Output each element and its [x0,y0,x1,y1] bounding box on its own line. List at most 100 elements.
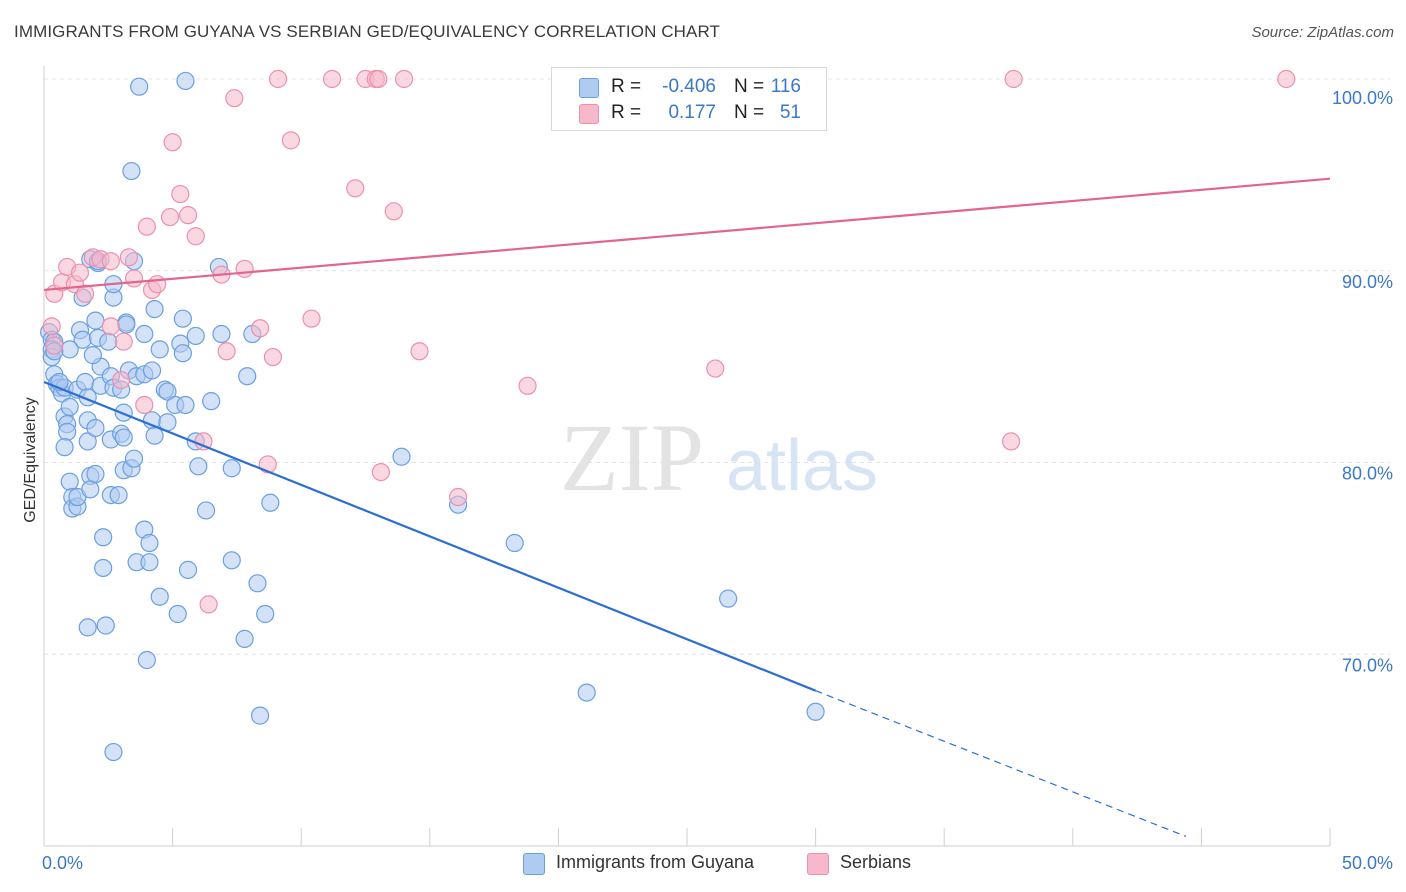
legend-row-serbians: R = 0.177 N = 51 [552,100,826,128]
y-tick-label: 100.0% [1332,88,1393,108]
data-point [238,367,257,386]
data-point [261,493,280,512]
data-point [101,252,120,271]
data-point [178,560,198,579]
data-point [346,179,365,198]
data-point [114,403,133,422]
data-point [281,131,301,150]
data-point [101,317,120,336]
data-point [140,553,159,572]
legend-row-guyana: R = -0.406 N = 116 [552,74,826,102]
series-serbians-points [42,69,1296,614]
data-point [369,69,388,89]
data-point [137,217,156,236]
data-point [94,528,113,547]
data-point [117,315,136,334]
data-point [518,376,537,395]
x-tick-label-min: 0.0% [42,853,83,873]
data-point [78,432,97,451]
data-point [302,309,321,328]
data-point [248,574,267,593]
data-point [268,69,288,89]
legend-n-value: 116 [770,76,801,97]
data-point [392,447,411,466]
trend-line-guyana [43,380,817,692]
data-point [448,487,468,507]
data-point [124,449,144,468]
data-point [222,551,241,570]
data-point [410,342,429,361]
data-point [371,462,391,482]
data-point [1001,432,1021,451]
data-point [235,259,254,278]
bottom-legend-label-guyana: Immigrants from Guyana [556,852,755,872]
data-point [114,332,133,351]
data-points [40,69,1296,762]
data-point [186,326,205,346]
data-point [135,395,154,415]
data-point [225,89,244,108]
trend-lines [43,177,1331,837]
data-point [137,650,156,670]
bottom-legend-label-serbians: Serbians [840,852,912,872]
data-point [55,438,74,457]
y-tick-label: 90.0% [1342,272,1393,292]
data-point [60,472,79,491]
data-point [60,397,79,416]
data-point [160,207,180,227]
data-point [150,587,169,606]
bottom-legend-swatch-serbians [807,853,829,875]
data-point [176,71,195,91]
data-point [256,604,275,624]
data-point [176,395,195,415]
legend-swatch-guyana [579,78,599,98]
data-point [394,69,414,89]
axis-labels: 70.0% 80.0% 90.0% 100.0% 0.0% 50.0% GED/Equiva… [22,88,1393,873]
data-point [99,332,118,351]
data-point [217,342,236,361]
trend-line-extension [815,690,1187,837]
data-point [263,347,283,367]
data-point [60,340,79,359]
data-point [109,485,128,505]
data-point [322,69,342,89]
data-point [505,533,524,553]
data-point [96,616,115,635]
data-point [104,742,123,762]
data-point [719,589,738,608]
data-point [78,618,97,637]
legend-r-value: 0.177 [668,102,716,123]
data-point [148,275,167,294]
data-point [86,311,105,330]
data-point [1004,69,1023,89]
data-point [145,300,164,319]
data-point [83,346,102,365]
data-point [384,202,403,221]
watermark-zip: ZIP [560,404,704,511]
x-tick-label-max: 50.0% [1342,853,1393,873]
data-point [122,161,141,181]
data-point [577,683,596,702]
legend-r-label: R = [611,76,642,97]
correlation-legend: R = -0.406 N = 116 R = 0.177 N = 51 [551,67,827,131]
data-point [140,533,159,553]
data-point [112,370,131,390]
data-point [142,361,162,380]
watermark: ZIP atlas [560,404,878,511]
data-point [86,418,105,438]
data-point [199,595,218,614]
data-point [58,422,77,441]
data-point [42,317,61,336]
data-point [196,501,216,520]
source-label: Source: ZipAtlas.com [1251,24,1394,41]
data-point [124,269,144,288]
chart-title: IMMIGRANTS FROM GUYANA VS SERBIAN GED/EQ… [14,22,721,41]
data-point [806,702,825,721]
legend-swatch-serbians [579,104,599,124]
trend-line-serbians [43,177,1331,292]
data-point [178,206,198,225]
data-point [119,248,138,267]
data-point [250,706,270,725]
data-point [76,284,95,303]
